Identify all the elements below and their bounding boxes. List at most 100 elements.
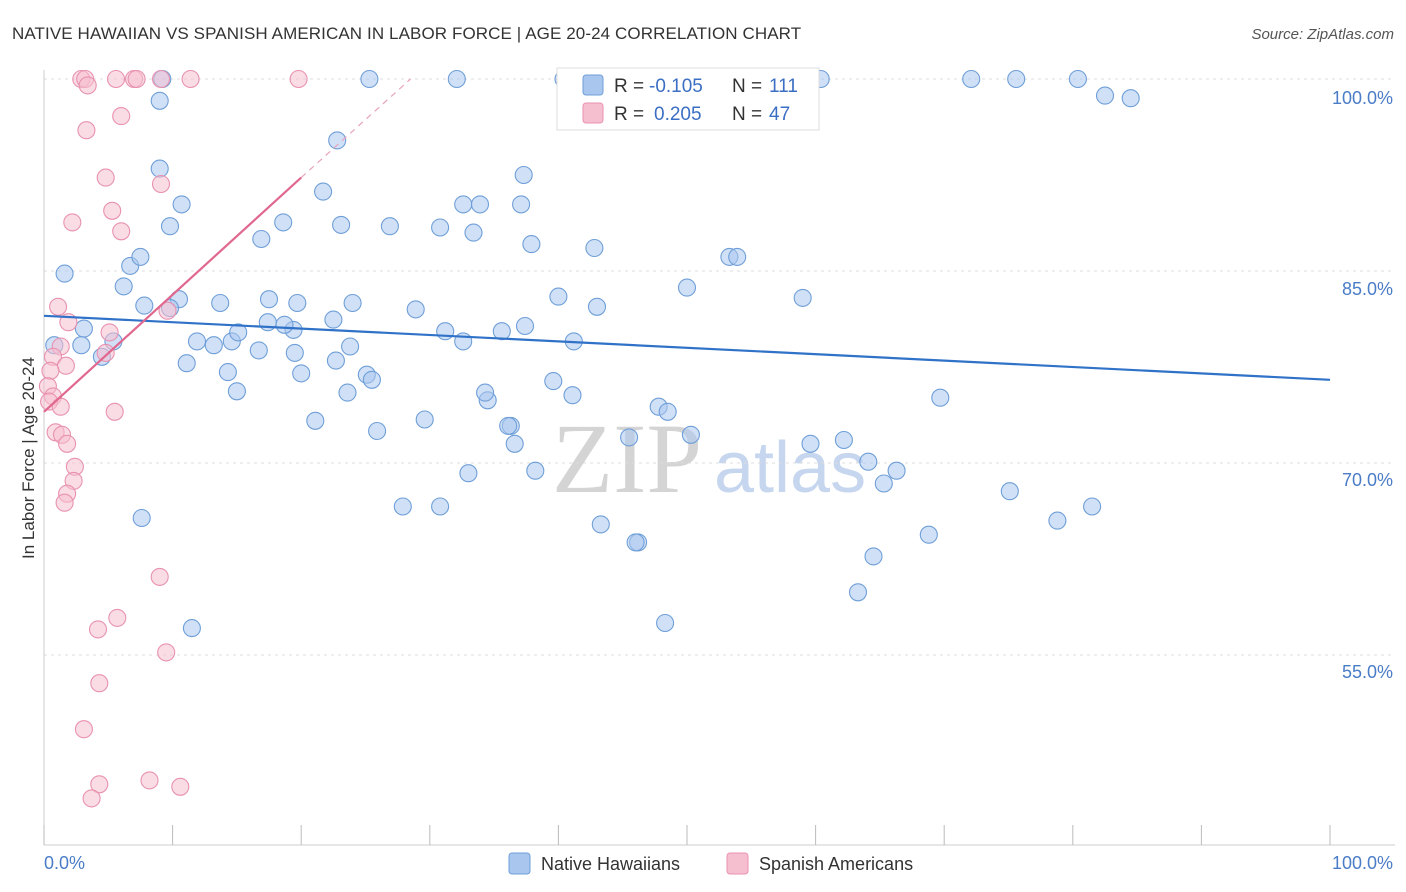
y-tick-label-100: 100.0%	[1332, 88, 1393, 108]
native-hawaiian-point	[1007, 69, 1026, 89]
native-hawaiian-point	[1048, 511, 1067, 530]
native-hawaiian-point	[1095, 86, 1115, 105]
spanish-american-point	[100, 323, 119, 342]
native-hawaiian-point	[431, 218, 450, 237]
native-hawaiian-point	[211, 293, 230, 313]
native-hawaiian-point	[447, 69, 466, 89]
native-hawaiian-point	[454, 195, 473, 214]
native-hawaiian-point	[406, 300, 425, 319]
legend-n-value-blue: 111	[769, 76, 798, 97]
watermark-zip: ZIP	[552, 403, 702, 514]
native-hawaiian-point	[288, 293, 307, 313]
trend-line-native-hawaiians	[43, 314, 1331, 381]
native-hawaiian-point	[332, 215, 351, 234]
native-hawaiian-point	[150, 91, 169, 110]
spanish-american-point	[96, 343, 115, 362]
spanish-american-point	[90, 775, 109, 794]
spanish-american-point	[157, 643, 176, 662]
native-hawaiian-point	[658, 402, 677, 421]
native-hawaiian-point	[1121, 89, 1140, 108]
native-hawaiian-point	[380, 217, 399, 236]
native-hawaiian-point	[360, 69, 379, 89]
native-hawaiian-point	[505, 434, 524, 453]
native-hawaiian-point	[620, 428, 639, 447]
chart-source: Source: ZipAtlas.com	[1251, 26, 1394, 43]
native-hawaiian-point	[252, 229, 271, 249]
native-hawaiian-point	[931, 388, 950, 407]
native-hawaiian-point	[793, 288, 812, 307]
native-hawaiian-point	[275, 315, 294, 334]
native-hawaiian-point	[587, 297, 607, 316]
native-hawaiian-point	[544, 372, 563, 391]
native-hawaiian-point	[514, 165, 533, 185]
native-hawaiian-point	[328, 131, 347, 150]
legend-n-label-pink: N =	[732, 104, 762, 125]
native-hawaiian-point	[431, 497, 450, 516]
native-hawaiian-point	[177, 354, 196, 373]
gridlines	[44, 78, 1395, 656]
native-hawaiian-point	[324, 310, 343, 329]
native-hawaiian-point	[728, 247, 747, 266]
spanish-american-point	[158, 301, 177, 320]
native-hawaiian-point	[285, 343, 304, 362]
spanish-american-point	[56, 356, 75, 375]
native-hawaiian-point	[114, 277, 133, 296]
spanish-american-point	[82, 789, 101, 808]
spanish-american-point	[171, 777, 190, 796]
native-hawaiian-point	[459, 464, 478, 483]
native-hawaiian-point	[656, 613, 675, 633]
spanish-american-point	[78, 76, 97, 95]
spanish-american-point	[112, 222, 131, 241]
native-hawaiian-point	[1083, 497, 1102, 516]
legend-r-label-blue: R =	[614, 76, 644, 97]
native-hawaiian-point	[187, 332, 207, 351]
bottom-legend-label-spanish-americans: Spanish Americans	[759, 854, 913, 874]
native-hawaiian-point	[393, 497, 412, 516]
native-hawaiian-point	[515, 316, 535, 336]
legend-r-value-pink: 0.205	[654, 104, 702, 125]
native-hawaiian-point	[522, 235, 541, 254]
bottom-legend-swatch-blue	[508, 852, 531, 875]
spanish-american-point	[63, 213, 82, 232]
native-hawaiian-point	[182, 619, 201, 638]
native-hawaiian-point	[834, 430, 853, 450]
native-hawaiian-point	[492, 322, 511, 341]
native-hawaiian-point	[368, 421, 387, 441]
spanish-american-point	[112, 107, 131, 126]
spanish-american-point	[108, 608, 127, 627]
legend-n-value-pink: 47	[769, 104, 790, 125]
legend-swatch-pink	[582, 102, 604, 124]
spanish-american-point	[41, 361, 60, 380]
native-hawaiian-point	[526, 461, 545, 480]
native-hawaiian-point	[1068, 69, 1087, 89]
spanish-american-point	[150, 567, 169, 586]
native-hawaiian-point	[874, 474, 893, 493]
native-hawaiian-point	[801, 434, 820, 453]
spanish-american-point	[51, 397, 70, 416]
y-tick-label-55: 55.0%	[1342, 662, 1393, 682]
native-hawaiian-point	[135, 296, 154, 315]
native-hawaiian-point	[338, 383, 357, 402]
native-hawaiian-point	[677, 278, 697, 297]
native-hawaiian-point	[563, 386, 582, 405]
x-tick-label-0: 0.0%	[44, 853, 85, 873]
native-hawaiian-point	[1000, 482, 1019, 501]
native-hawaiian-point	[306, 411, 325, 430]
native-hawaiian-point	[259, 290, 279, 309]
native-hawaiian-point	[341, 337, 360, 356]
native-hawaiian-point	[848, 583, 868, 602]
spanish-american-point	[151, 69, 171, 89]
spanish-american-point	[140, 771, 159, 790]
spanish-american-point	[106, 69, 126, 89]
native-hawaiian-point	[72, 336, 91, 355]
axes	[43, 70, 1395, 846]
spanish-american-point	[77, 121, 96, 140]
legend-swatch-blue	[582, 74, 604, 96]
native-hawaiian-point	[292, 364, 311, 383]
native-hawaiian-point	[131, 247, 150, 266]
native-hawaiian-point	[55, 264, 74, 283]
native-hawaiian-point	[864, 547, 883, 566]
trend-line-spanish-americans	[43, 176, 302, 413]
stats-legend: R = -0.105 N = 111 R = 0.205 N = 47	[556, 67, 820, 131]
